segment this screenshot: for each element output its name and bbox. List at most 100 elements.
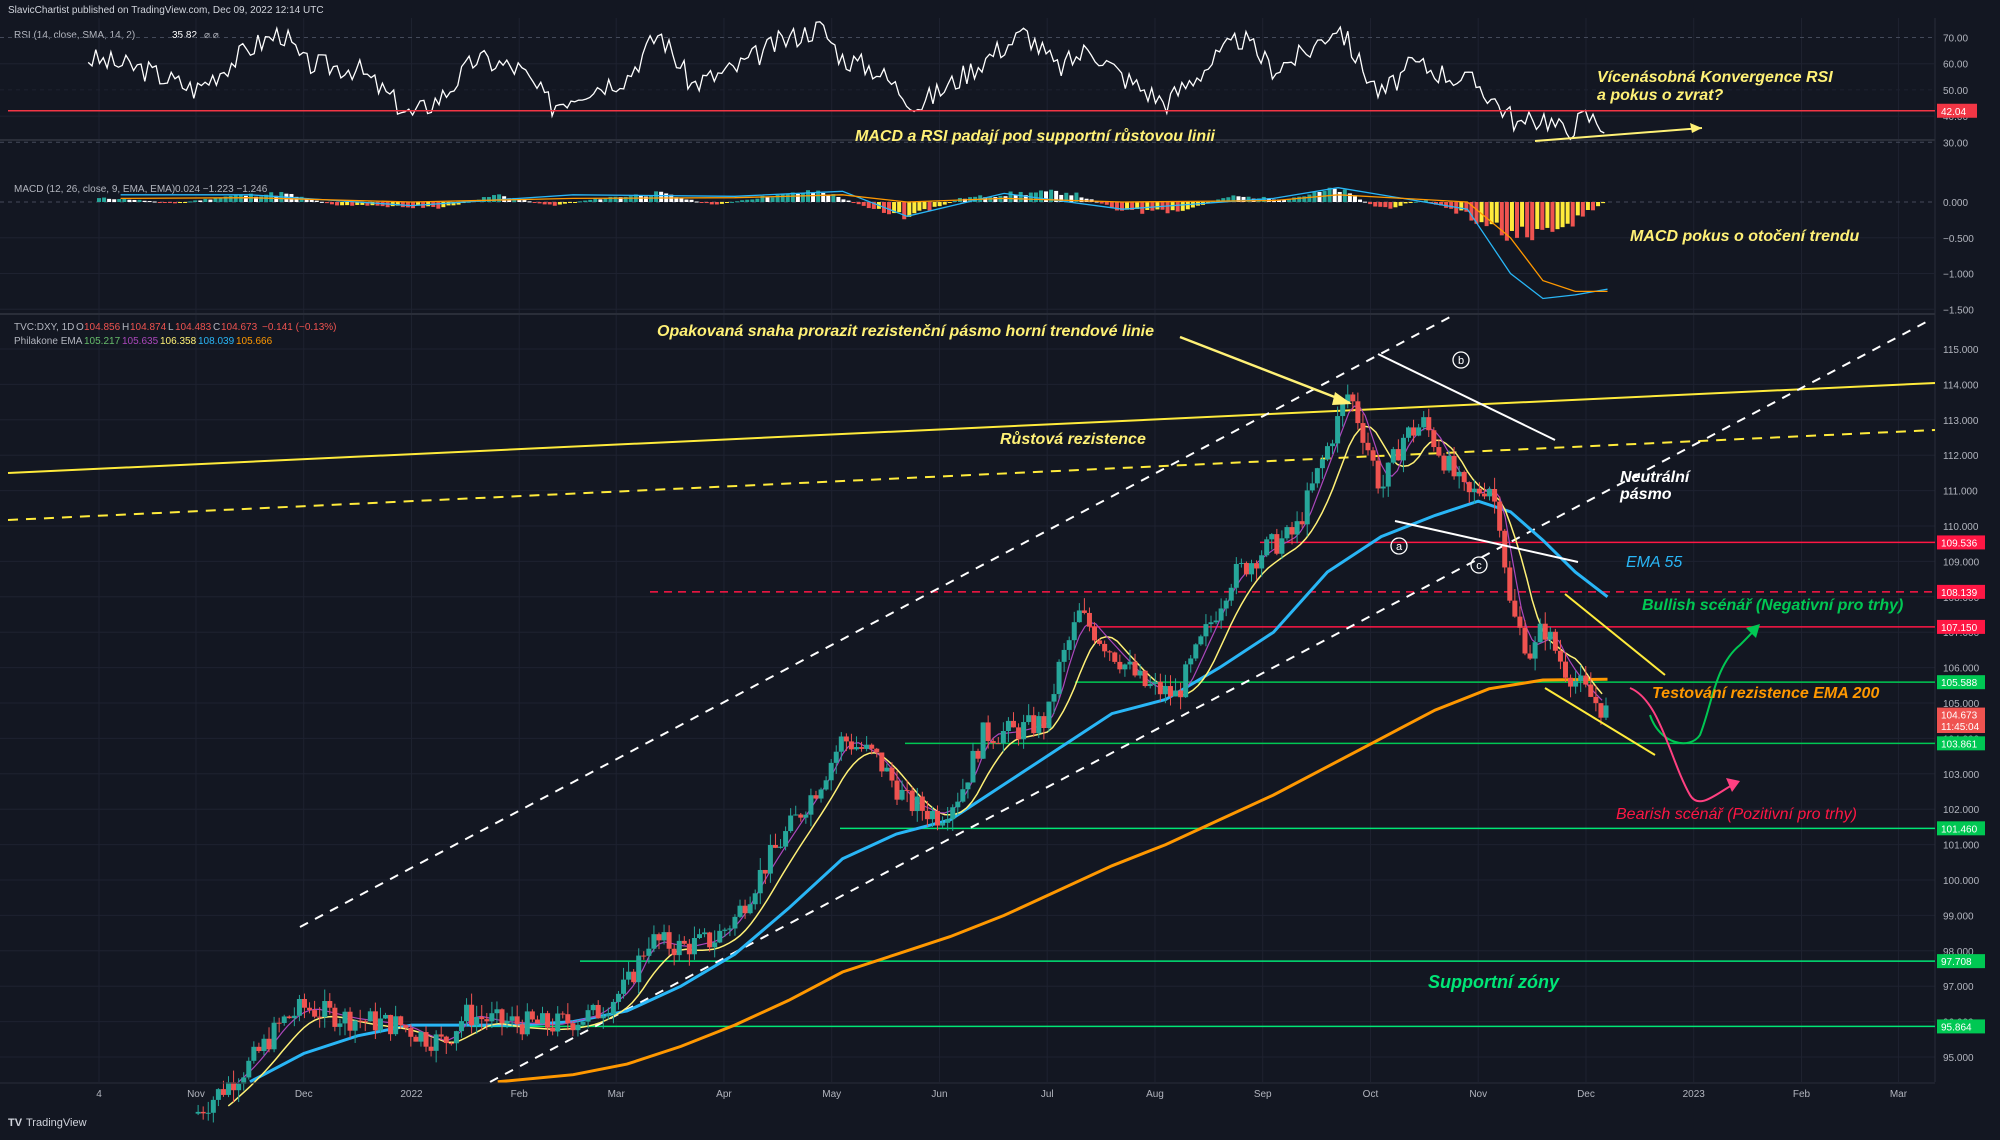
- candle-body[interactable]: [296, 998, 302, 1016]
- macd-line[interactable]: [120, 187, 1608, 300]
- candle-body[interactable]: [423, 1032, 429, 1047]
- candle-body[interactable]: [1142, 670, 1148, 687]
- candle-body[interactable]: [1041, 716, 1047, 729]
- candle-body[interactable]: [565, 1014, 571, 1024]
- candle-body[interactable]: [236, 1083, 242, 1091]
- candle-body[interactable]: [1112, 652, 1118, 662]
- candle-body[interactable]: [1218, 608, 1224, 621]
- candle-body[interactable]: [519, 1024, 525, 1035]
- candle-body[interactable]: [1284, 527, 1290, 539]
- candle-body[interactable]: [332, 1007, 338, 1027]
- candle-body[interactable]: [1173, 690, 1179, 697]
- candle-body[interactable]: [408, 1027, 414, 1037]
- candle-body[interactable]: [970, 750, 976, 783]
- candle-body[interactable]: [1314, 468, 1320, 484]
- candle-body[interactable]: [899, 789, 905, 800]
- candle-body[interactable]: [226, 1082, 232, 1095]
- candle-body[interactable]: [919, 796, 925, 811]
- candle-body[interactable]: [1370, 450, 1376, 461]
- candle-body[interactable]: [929, 810, 935, 820]
- candle-body[interactable]: [1421, 417, 1427, 428]
- candle-body[interactable]: [990, 741, 996, 744]
- candle-body[interactable]: [1481, 493, 1487, 497]
- candle-body[interactable]: [1456, 471, 1462, 477]
- candle-body[interactable]: [1588, 684, 1594, 697]
- candle-body[interactable]: [352, 1020, 358, 1031]
- candle-body[interactable]: [1598, 703, 1604, 718]
- candle-body[interactable]: [266, 1038, 272, 1050]
- candle-body[interactable]: [286, 1016, 292, 1019]
- candle-body[interactable]: [377, 1018, 383, 1031]
- time-axis[interactable]: 4 Nov Dec 2022 Feb Mar Apr May Jun Jul Aug Sep Oct No…: [0, 1082, 1935, 1100]
- candle-body[interactable]: [195, 1111, 201, 1114]
- wave-a-marker[interactable]: [1390, 537, 1408, 555]
- candle-body[interactable]: [813, 795, 819, 799]
- candle-body[interactable]: [1532, 642, 1538, 659]
- candle-body[interactable]: [1385, 462, 1391, 487]
- candle-body[interactable]: [874, 748, 880, 753]
- flag-upper-line[interactable]: [1377, 353, 1556, 441]
- candle-body[interactable]: [1086, 612, 1092, 627]
- candle-body[interactable]: [1238, 562, 1244, 564]
- candle-body[interactable]: [398, 1016, 404, 1026]
- candle-body[interactable]: [1416, 427, 1422, 436]
- candle-body[interactable]: [1076, 610, 1082, 623]
- candle-body[interactable]: [904, 789, 910, 791]
- candle-body[interactable]: [1254, 563, 1260, 569]
- candle-body[interactable]: [859, 747, 865, 749]
- candle-body[interactable]: [1603, 705, 1609, 718]
- macd-legend[interactable]: MACD (12, 26, close, 9, EMA, EMA): [14, 184, 175, 195]
- candle-body[interactable]: [1016, 727, 1022, 740]
- candle-body[interactable]: [818, 789, 824, 799]
- candle-body[interactable]: [509, 1016, 515, 1021]
- bullish-scenario-path[interactable]: [1649, 625, 1759, 745]
- candle-body[interactable]: [1157, 681, 1163, 695]
- candle-body[interactable]: [261, 1038, 267, 1052]
- candle-body[interactable]: [1330, 443, 1336, 447]
- candle-body[interactable]: [1527, 653, 1533, 659]
- candle-body[interactable]: [631, 971, 637, 983]
- candle-body[interactable]: [301, 998, 307, 1008]
- candle-body[interactable]: [1162, 686, 1168, 695]
- candle-body[interactable]: [418, 1032, 424, 1042]
- bearish-scenario-path[interactable]: [1629, 687, 1739, 803]
- candle-body[interactable]: [1005, 720, 1011, 732]
- candle-body[interactable]: [853, 747, 859, 750]
- candle-body[interactable]: [1461, 471, 1467, 483]
- rsi-line[interactable]: [87, 21, 1605, 141]
- candle-body[interactable]: [367, 1011, 373, 1022]
- rsi-convergence-text-1[interactable]: Vícenásobná Konvergence RSI: [1597, 69, 1833, 86]
- candle-body[interactable]: [1375, 460, 1381, 489]
- candle-body[interactable]: [1213, 620, 1219, 623]
- candle-body[interactable]: [1360, 423, 1366, 443]
- candle-body[interactable]: [1269, 534, 1275, 540]
- candle-body[interactable]: [1107, 651, 1113, 653]
- candle-body[interactable]: [1502, 530, 1508, 568]
- candle-body[interactable]: [1152, 681, 1158, 684]
- candle-body[interactable]: [1517, 616, 1523, 628]
- candle-body[interactable]: [1188, 658, 1194, 665]
- growth-resistance-text[interactable]: Růstová rezistence: [1000, 431, 1146, 448]
- candle-body[interactable]: [1299, 521, 1305, 525]
- candle-body[interactable]: [1071, 622, 1077, 641]
- candle-body[interactable]: [403, 1025, 409, 1028]
- candle-body[interactable]: [1092, 626, 1098, 641]
- candle-body[interactable]: [560, 1013, 566, 1015]
- candle-body[interactable]: [626, 971, 632, 980]
- support-zones-text[interactable]: Supportní zóny: [1428, 972, 1560, 992]
- candle-body[interactable]: [752, 893, 758, 905]
- candle-body[interactable]: [241, 1077, 247, 1084]
- candle-body[interactable]: [833, 751, 839, 763]
- candle-body[interactable]: [1294, 521, 1300, 535]
- candle-body[interactable]: [783, 831, 789, 847]
- candle-body[interactable]: [848, 741, 854, 750]
- candle-body[interactable]: [1066, 640, 1072, 650]
- candle-body[interactable]: [600, 1016, 606, 1019]
- candle-body[interactable]: [1340, 403, 1346, 417]
- candle-body[interactable]: [575, 1024, 581, 1031]
- candle-body[interactable]: [220, 1089, 226, 1095]
- candle-body[interactable]: [372, 1011, 378, 1031]
- bearish-scenario-text[interactable]: Bearish scénář (Pozitivní pro trhy): [1616, 806, 1857, 823]
- candle-body[interactable]: [1497, 501, 1503, 531]
